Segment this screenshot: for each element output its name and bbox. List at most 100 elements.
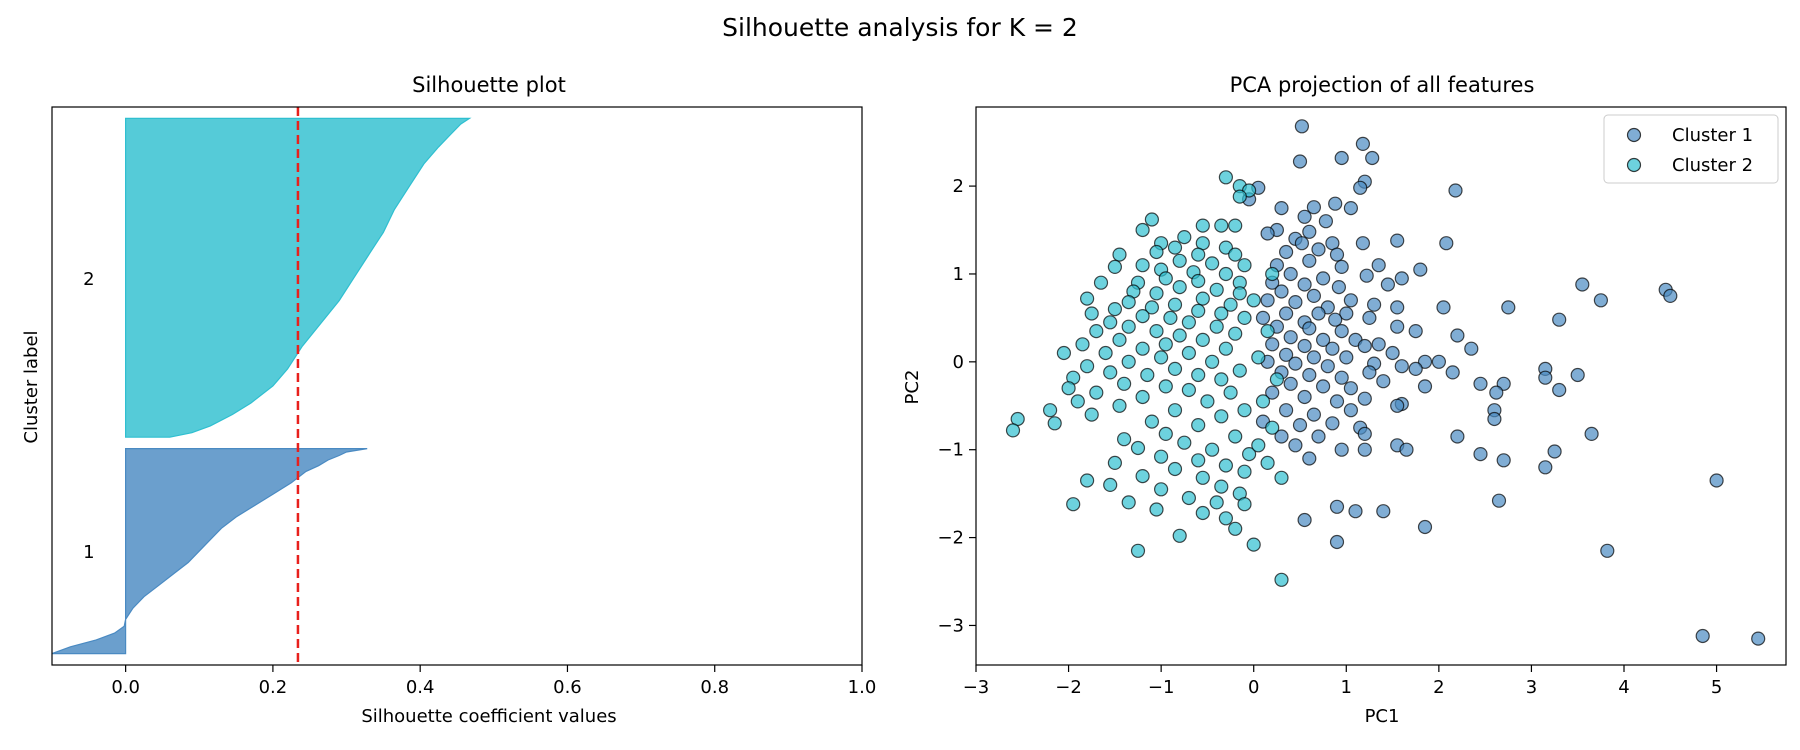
scatter-point-cluster-1 [1357, 426, 1372, 441]
scatter-point-cluster-2 [1084, 306, 1099, 321]
scatter-point-cluster-2 [1089, 324, 1104, 339]
scatter-point-cluster-2 [1149, 286, 1164, 301]
scatter-point-cluster-2 [1204, 354, 1220, 369]
pca-y-axis-label: PC2 [902, 370, 923, 405]
scatter-point-cluster-2 [1149, 244, 1164, 260]
scatter-point-cluster-2 [1144, 212, 1160, 227]
scatter-point-cluster-1 [1390, 319, 1405, 334]
scatter-point-cluster-2 [1191, 247, 1206, 262]
scatter-point-cluster-2 [1237, 403, 1252, 418]
scatter-point-cluster-1 [1328, 196, 1343, 211]
scatter-point-cluster-2 [1042, 403, 1058, 418]
scatter-point-cluster-2 [1228, 218, 1243, 233]
scatter-point-cluster-2 [1191, 303, 1206, 318]
scatter-point-cluster-2 [1167, 461, 1183, 477]
silhouette-fill-cluster-1 [51, 448, 368, 655]
scatter-point-cluster-2 [1116, 376, 1132, 391]
scatter-point-cluster-1 [1348, 504, 1363, 519]
scatter-point-cluster-2 [1218, 170, 1234, 185]
scatter-point-cluster-1 [1320, 359, 1335, 374]
scatter-point-cluster-1 [1278, 347, 1294, 362]
scatter-point-cluster-2 [1195, 332, 1210, 347]
scatter-point-cluster-1 [1288, 295, 1303, 310]
scatter-point-cluster-1 [1315, 271, 1331, 286]
scatter-point-cluster-1 [1288, 356, 1303, 371]
scatter-point-cluster-2 [1135, 222, 1150, 238]
silhouette-fills [51, 117, 472, 655]
scatter-point-cluster-2 [1172, 528, 1187, 543]
scatter-point-cluster-1 [1325, 341, 1340, 356]
silhouette-x-tick-label: 0.6 [553, 677, 582, 698]
scatter-point-cluster-1 [1431, 354, 1447, 369]
scatter-point-cluster-1 [1584, 426, 1599, 441]
scatter-point-cluster-1 [1357, 442, 1372, 457]
silhouette-x-tick-label: 0.8 [700, 677, 729, 698]
scatter-point-cluster-1 [1357, 338, 1372, 354]
scatter-point-cluster-1 [1311, 242, 1326, 257]
scatter-point-cluster-2 [1232, 286, 1247, 301]
scatter-point-cluster-2 [1214, 218, 1229, 233]
pca-x-ticks: −3 −2 −1 0 1 2 3 4 5 [963, 665, 1722, 698]
scatter-point-cluster-1 [1315, 379, 1331, 394]
scatter-point-cluster-1 [1357, 391, 1372, 406]
scatter-point-cluster-1 [1343, 201, 1359, 216]
scatter-point-cluster-1 [1695, 628, 1710, 644]
scatter-point-cluster-1 [1278, 403, 1294, 418]
scatter-point-cluster-1 [1491, 493, 1507, 508]
scatter-point-cluster-1 [1302, 451, 1317, 466]
scatter-point-cluster-1 [1297, 512, 1312, 528]
scatter-point-cluster-1 [1371, 258, 1386, 273]
pca-y-tick-label: −1 [937, 440, 964, 461]
scatter-point-cluster-1 [1274, 284, 1289, 299]
scatter-point-cluster-2 [1209, 319, 1224, 334]
scatter-point-cluster-1 [1408, 324, 1423, 339]
scatter-point-cluster-2 [1204, 256, 1220, 271]
scatter-point-cluster-2 [1274, 470, 1289, 485]
scatter-point-cluster-2 [1121, 295, 1136, 310]
scatter-point-cluster-1 [1255, 310, 1271, 325]
scatter-point-cluster-1 [1362, 365, 1377, 380]
scatter-point-cluster-1 [1538, 370, 1553, 385]
scatter-point-cluster-1 [1302, 253, 1317, 268]
scatter-point-cluster-1 [1339, 306, 1354, 321]
silhouette-x-tick-label: 0.2 [259, 677, 288, 698]
pca-x-tick-label: 4 [1618, 677, 1629, 698]
scatter-point-cluster-2 [1260, 455, 1275, 470]
scatter-point-cluster-2 [1228, 521, 1243, 536]
scatter-point-cluster-1 [1274, 201, 1289, 216]
scatter-point-cluster-2 [1163, 310, 1178, 325]
scatter-point-cluster-2 [1260, 324, 1275, 339]
pca-y-ticks: −3 −2 −1 0 1 2 [937, 176, 976, 636]
scatter-point-cluster-2 [1195, 470, 1210, 485]
scatter-point-cluster-2 [1112, 332, 1127, 347]
scatter-point-cluster-2 [1251, 438, 1266, 453]
scatter-point-cluster-1 [1390, 233, 1405, 248]
scatter-point-cluster-1 [1297, 389, 1312, 405]
scatter-point-cluster-1 [1385, 345, 1400, 361]
scatter-point-cluster-2 [1079, 291, 1095, 306]
scatter-point-cluster-1 [1283, 266, 1298, 282]
legend-marker-cluster-2 [1626, 157, 1642, 173]
scatter-point-cluster-2 [1204, 442, 1220, 457]
scatter-point-cluster-2 [1158, 426, 1173, 441]
scatter-point-cluster-1 [1394, 359, 1409, 374]
silhouette-cluster-labels: 12 [83, 269, 94, 563]
scatter-point-cluster-2 [1181, 345, 1197, 361]
scatter-point-cluster-2 [1075, 337, 1090, 352]
scatter-point-cluster-2 [1228, 247, 1243, 262]
scatter-point-cluster-1 [1265, 385, 1280, 400]
scatter-point-cluster-1 [1473, 447, 1488, 462]
scatter-point-cluster-2 [1056, 345, 1072, 361]
pca-x-tick-label: 2 [1433, 677, 1444, 698]
scatter-point-cluster-2 [1265, 266, 1280, 282]
scatter-point-cluster-1 [1390, 398, 1405, 413]
pca-x-tick-label: 5 [1711, 677, 1722, 698]
scatter-point-cluster-2 [1089, 385, 1104, 400]
scatter-point-cluster-1 [1260, 293, 1275, 308]
scatter-point-cluster-1 [1329, 499, 1345, 514]
scatter-point-cluster-2 [1112, 247, 1127, 262]
scatter-point-cluster-2 [1214, 479, 1229, 494]
pca-y-tick-label: −3 [937, 615, 964, 636]
scatter-point-cluster-1 [1408, 361, 1423, 376]
scatter-point-cluster-2 [1135, 258, 1150, 273]
